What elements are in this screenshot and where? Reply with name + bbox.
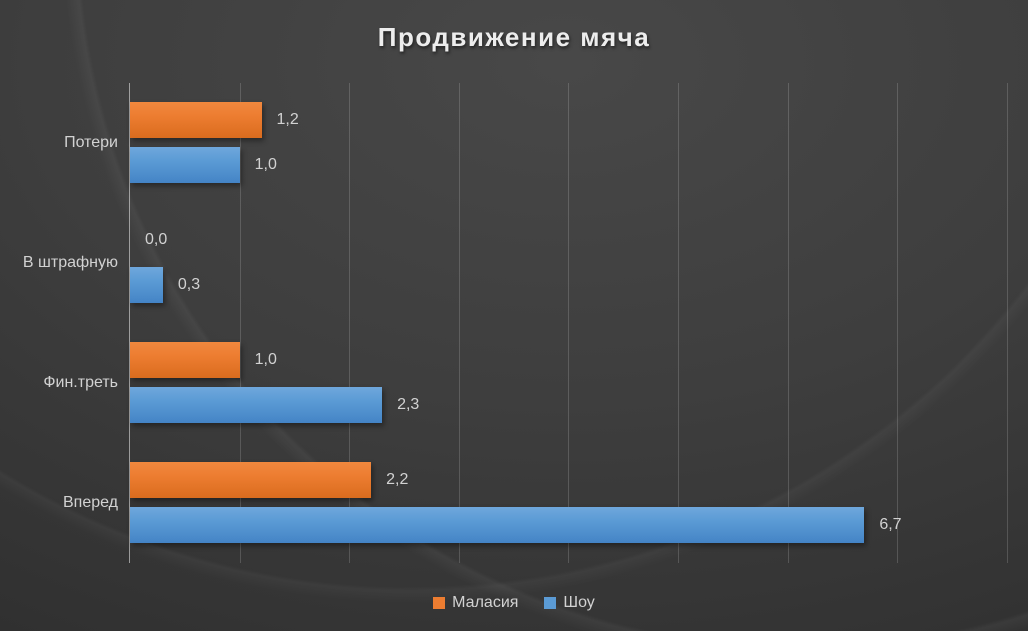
bar-value-label: 0,0 [145,231,168,248]
bar-row: 2,2 6,7 [130,443,1028,563]
bar-value-label: 1,0 [254,351,277,368]
bar-row: 1,2 1,0 [130,83,1028,203]
bar-track: 0,0 [130,222,1028,258]
bar-track: 1,0 [130,147,1028,183]
legend-swatch [544,597,557,609]
bar-Шоу [130,267,163,303]
bar-track: 1,0 [130,342,1028,378]
gridline [239,83,241,563]
bar-value-label: 1,0 [254,156,277,173]
category-label: Потери [64,134,118,151]
legend-swatch [433,597,446,609]
gridline [897,83,899,563]
gridline [458,83,460,563]
bar-Маласия [130,102,262,138]
bar-track: 2,2 [130,462,1028,498]
bar-value-label: 2,2 [386,471,409,488]
legend-label: Шоу [563,594,595,611]
gridline [787,83,789,563]
bar-row: 0,0 0,3 [130,203,1028,323]
legend-item-Маласия: Маласия [433,594,518,612]
legend-label: Маласия [452,594,519,611]
bar-Шоу [130,147,240,183]
legend-item-Шоу: Шоу [544,594,595,612]
bar-Шоу [130,387,383,423]
bar-value-label: 6,7 [879,516,902,533]
gridline [568,83,570,563]
bar-row: 1,0 2,3 [130,323,1028,443]
gridline [1006,83,1008,563]
bar-track: 0,3 [130,267,1028,303]
bar-track: 1,2 [130,102,1028,138]
bar-track: 6,7 [130,507,1028,543]
category-axis-line [129,83,130,563]
gridline [678,83,679,563]
bar-value-label: 2,3 [397,396,420,413]
category-label: В штрафную [22,254,118,271]
bar-track: 2,3 [130,387,1028,423]
gridline [349,83,351,563]
plot-area: 1,2 1,0 0,0 0,3 1,0 2,3 2,2 6,7 [129,83,1028,563]
bar-Маласия [130,342,240,378]
bar-value-label: 1,2 [276,111,299,128]
category-label: Вперед [62,494,118,511]
chart-title: Продвижение мяча [377,22,651,52]
bar-value-label: 0,3 [177,276,201,293]
bar-Шоу [130,507,865,543]
bar-Маласия [130,462,372,498]
legend: Маласия Шоу [0,594,1028,612]
category-label: Фин.треть [43,374,118,391]
